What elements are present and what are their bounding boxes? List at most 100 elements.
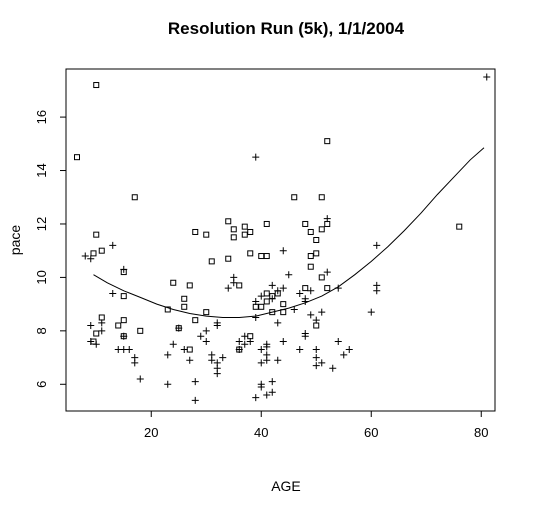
square-point — [208, 258, 215, 265]
square-point — [93, 82, 100, 89]
plus-point — [301, 297, 309, 305]
square-point — [307, 263, 314, 270]
plus-point — [274, 356, 282, 364]
square-point — [263, 253, 270, 260]
plus-point — [318, 359, 326, 367]
plus-point — [312, 362, 320, 370]
square-point — [93, 330, 100, 337]
plus-point — [87, 322, 95, 329]
plus-point — [175, 324, 183, 332]
square-point — [192, 317, 199, 324]
plus-point — [312, 316, 320, 324]
plus-point — [164, 380, 172, 388]
plus-point — [312, 346, 320, 354]
plus-point — [274, 319, 282, 327]
plus-point — [307, 287, 315, 295]
square-point — [247, 250, 254, 257]
square-point — [181, 295, 188, 302]
plus-point — [191, 396, 199, 404]
plus-point — [279, 284, 287, 292]
square-point — [258, 303, 265, 310]
plus-point — [241, 332, 249, 340]
plus-point — [285, 271, 293, 279]
plus-point — [373, 241, 381, 249]
plot-frame — [65, 68, 496, 412]
square-point — [74, 154, 80, 161]
plus-point — [268, 378, 276, 386]
plus-point — [268, 281, 276, 289]
square-point — [307, 228, 314, 235]
plus-point — [191, 378, 199, 386]
square-point — [186, 346, 193, 353]
square-point — [115, 322, 122, 329]
x-tick-label: 80 — [474, 425, 488, 440]
plus-point — [109, 241, 117, 249]
square-point — [263, 220, 270, 227]
plus-point — [301, 332, 309, 340]
plus-point — [98, 327, 106, 335]
square-point — [318, 194, 325, 201]
plus-point — [252, 153, 260, 161]
square-point — [307, 253, 314, 260]
square-point — [324, 138, 331, 145]
plus-point — [98, 319, 106, 327]
square-point — [291, 194, 298, 201]
plus-point — [224, 284, 232, 292]
plus-point — [169, 340, 177, 348]
x-tick-label: 60 — [364, 425, 378, 440]
square-point — [186, 282, 193, 289]
x-tick-label: 40 — [254, 425, 268, 440]
x-axis-label: AGE — [271, 478, 301, 494]
square-point — [90, 250, 97, 257]
plus-point — [345, 346, 353, 354]
plus-point — [290, 305, 298, 313]
plus-point — [246, 338, 254, 346]
plus-point — [274, 287, 282, 295]
data-points — [74, 73, 491, 404]
square-point — [258, 253, 265, 260]
y-axis-label: pace — [7, 225, 23, 256]
square-point — [241, 231, 248, 238]
square-point — [230, 226, 237, 233]
plus-point — [252, 313, 260, 321]
square-point — [302, 220, 309, 227]
square-point — [137, 327, 144, 334]
square-point — [269, 309, 276, 316]
plus-point — [263, 391, 271, 399]
plus-point — [257, 292, 265, 300]
square-point — [225, 255, 232, 262]
plus-point — [263, 356, 271, 364]
y-tick-label: 10 — [34, 270, 49, 284]
plus-point — [87, 255, 95, 263]
y-tick-label: 14 — [34, 163, 49, 177]
square-point — [93, 231, 100, 238]
square-point — [313, 237, 320, 243]
square-point — [192, 228, 199, 235]
square-point — [203, 231, 210, 238]
plus-point — [136, 375, 144, 383]
plus-point — [219, 354, 227, 362]
plus-point — [235, 346, 243, 354]
square-point — [263, 298, 270, 305]
smooth-fit-curve — [93, 147, 485, 318]
plus-point — [257, 383, 265, 391]
square-point — [120, 293, 127, 300]
square-point — [203, 309, 210, 316]
plus-point — [202, 338, 210, 346]
square-point — [263, 290, 270, 297]
square-point — [324, 285, 331, 292]
square-point — [98, 314, 105, 321]
plus-point — [323, 268, 331, 276]
plus-point — [279, 247, 287, 255]
square-point — [247, 333, 254, 340]
square-point — [302, 285, 309, 292]
y-axis: 6 8 10 12 14 16 — [34, 110, 66, 388]
square-point — [164, 306, 171, 313]
plus-point — [109, 289, 117, 297]
plus-point — [213, 370, 221, 378]
plus-point — [197, 332, 205, 340]
plus-point — [483, 73, 491, 81]
y-tick-label: 16 — [34, 110, 49, 124]
square-point — [230, 234, 237, 241]
